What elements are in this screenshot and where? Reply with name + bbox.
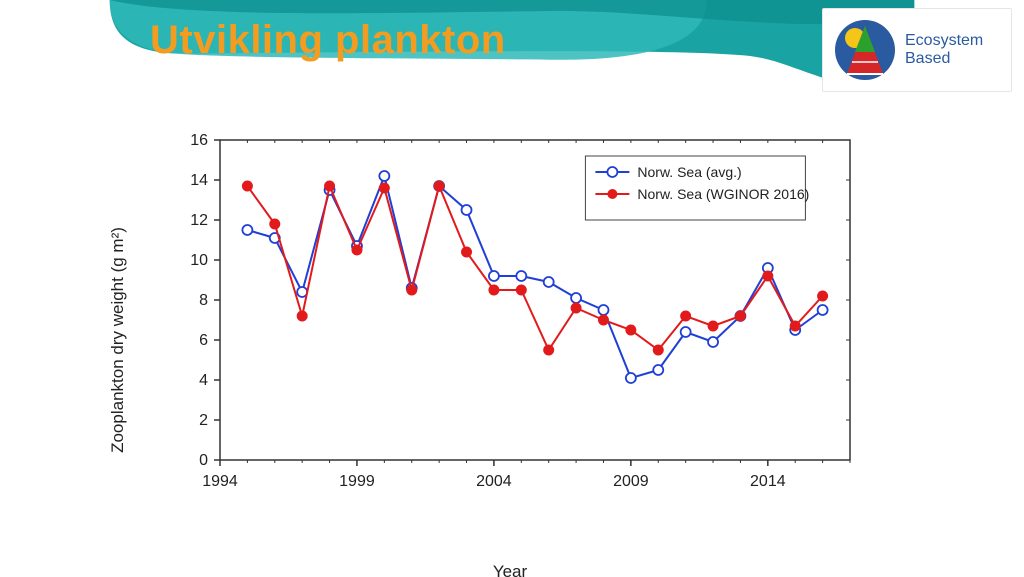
y-tick-label: 4 (199, 372, 208, 389)
y-tick-label: 16 (190, 132, 208, 149)
zooplankton-chart: 1994 1999 2004 2009 2014 0 2 4 6 8 10 12 14 16 Norw. S… (150, 130, 870, 510)
y-tick-label: 2 (199, 412, 208, 429)
x-tick-label: 2009 (613, 473, 649, 490)
legend-label: Norw. Sea (avg.) (637, 164, 741, 180)
x-tick-label: 1999 (339, 473, 375, 490)
y-tick-label: 8 (199, 292, 208, 309)
y-tick-label: 0 (199, 452, 208, 469)
y-tick-label: 12 (190, 212, 208, 229)
y-axis-label: Zooplankton dry weight (g m²) (108, 227, 128, 453)
y-tick-label: 10 (190, 252, 208, 269)
slide-title: Utvikling plankton (150, 18, 506, 63)
y-tick-label: 6 (199, 332, 208, 349)
logo-text: Ecosystem Based (905, 32, 983, 69)
logo-line2: Based (905, 50, 983, 68)
logo-line1: Ecosystem (905, 32, 983, 50)
x-axis-label: Year (493, 562, 527, 577)
x-tick-label: 2004 (476, 473, 512, 490)
legend-label: Norw. Sea (WGINOR 2016) (637, 186, 809, 202)
y-tick-label: 14 (190, 172, 208, 189)
x-tick-label: 1994 (202, 473, 238, 490)
x-tick-label: 2014 (750, 473, 786, 490)
chart-container: Zooplankton dry weight (g m²) 1994199920… (150, 130, 870, 550)
logo-ecosystem-based: Ecosystem Based (822, 8, 1012, 92)
logo-icon (833, 18, 897, 82)
slide: Utvikling plankton Ecosystem Based Zoopl… (0, 0, 1024, 577)
